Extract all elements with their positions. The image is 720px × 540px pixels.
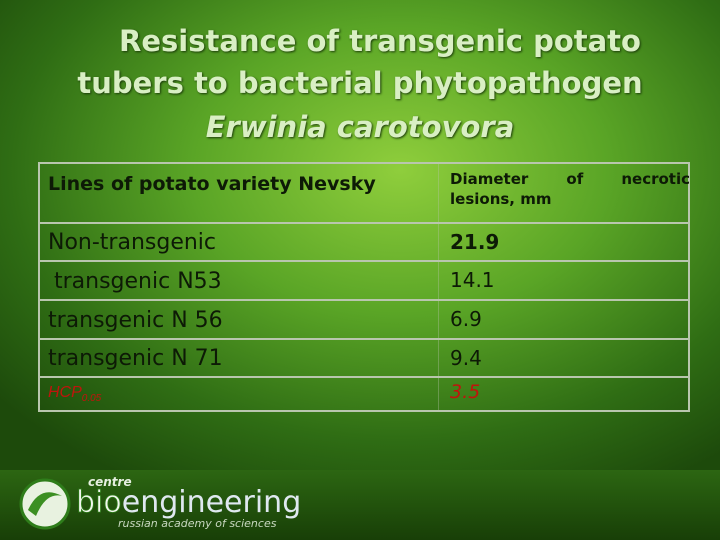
table-row: HCP0.05 3.5 bbox=[40, 378, 688, 410]
logo-bar: centre bioengineering russian academy of… bbox=[0, 470, 720, 540]
line-name: Non-transgenic bbox=[48, 230, 217, 255]
hcp-value: 3.5 bbox=[450, 381, 481, 403]
column-header: Lines of potato variety Nevsky bbox=[48, 173, 376, 195]
column-header: Diameter of necrotic lesions, mm bbox=[450, 170, 690, 208]
logo-swirl bbox=[28, 492, 62, 516]
lesion-diameter: 14.1 bbox=[450, 268, 495, 292]
table: Lines of potato variety Nevsky Diameter … bbox=[38, 162, 690, 412]
line-name: transgenic N 71 bbox=[48, 346, 223, 371]
logo-subtitle: russian academy of sciences bbox=[118, 517, 277, 530]
logo-centre: centre bbox=[88, 475, 132, 489]
table-row: transgenic N53 14.1 bbox=[40, 262, 688, 301]
hcp-label: HCP0.05 bbox=[48, 384, 101, 404]
logo-emblem bbox=[19, 478, 71, 530]
logo: centre bioengineering russian academy of… bbox=[19, 475, 301, 530]
table-row: transgenic N 71 9.4 bbox=[40, 340, 688, 378]
title-line: tubers to bacterial phytopathogen bbox=[77, 66, 643, 100]
hcp-subscript: 0.05 bbox=[81, 393, 102, 405]
table-row: transgenic N 56 6.9 bbox=[40, 301, 688, 340]
line-name: transgenic N53 bbox=[54, 269, 222, 294]
lesion-diameter: 9.4 bbox=[450, 346, 482, 370]
table-row: Non-transgenic 21.9 bbox=[40, 224, 688, 262]
logo-engineering: engineering bbox=[122, 485, 302, 520]
logo-bio: bio bbox=[76, 485, 122, 520]
header-row: Lines of potato variety Nevsky Diameter … bbox=[40, 164, 690, 224]
column-divider bbox=[438, 164, 439, 410]
lesion-diameter: 6.9 bbox=[450, 307, 482, 331]
lesion-diameter: 21.9 bbox=[450, 230, 500, 254]
line-name: transgenic N 56 bbox=[48, 308, 223, 333]
hcp-text: HCP bbox=[48, 384, 82, 401]
logo-wordmark: bioengineering bbox=[76, 485, 301, 520]
species-name: Erwinia carotovora bbox=[205, 110, 515, 144]
title-line: Resistance of transgenic potato bbox=[119, 24, 641, 58]
